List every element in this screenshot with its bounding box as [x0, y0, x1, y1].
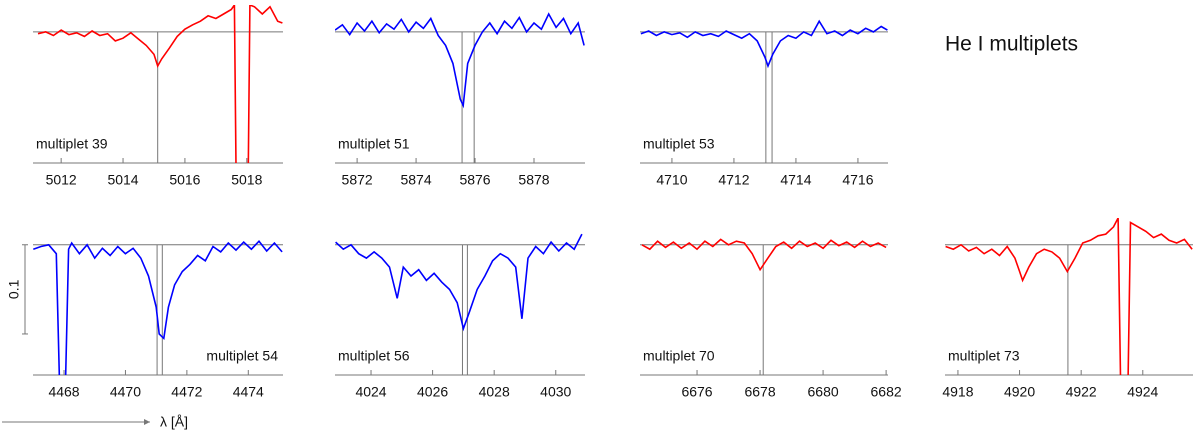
x-tick-label: 4474 [233, 384, 264, 400]
panel-label: multiplet 39 [36, 136, 108, 152]
x-tick-label: 4024 [355, 384, 386, 400]
panel: 4024 4026 4028 4030 multiplet 56 [335, 233, 585, 400]
x-tick-label: 4710 [656, 172, 687, 188]
x-tick-label: 5016 [169, 172, 200, 188]
spectrum-line [640, 19, 888, 69]
x-tick-label: 4468 [48, 384, 79, 400]
panel: 5872 5874 5876 5878 multiplet 51 [335, 12, 585, 188]
panel-label: multiplet 54 [206, 348, 278, 364]
x-tick-label: 4922 [1066, 384, 1097, 400]
spectrum-line [335, 12, 585, 109]
x-tick-label: 6680 [808, 384, 839, 400]
panel-label: multiplet 51 [338, 136, 410, 152]
x-tick-label: 4716 [842, 172, 873, 188]
panel: 6676 6678 6680 6682 multiplet 70 [640, 238, 902, 400]
x-tick-label: 5872 [342, 172, 373, 188]
x-tick-label: 4472 [171, 384, 202, 400]
x-tick-label: 4918 [942, 384, 973, 400]
panel: 5012 5014 5016 5018 multiplet 39 [33, 5, 283, 188]
x-tick-label: 4028 [479, 384, 510, 400]
x-tick-label: 5014 [107, 172, 138, 188]
spectrum-line [945, 218, 1193, 375]
x-tick-label: 5878 [518, 172, 549, 188]
x-tick-label: 4470 [110, 384, 141, 400]
x-tick-label: 4030 [540, 384, 571, 400]
x-tick-label: 4924 [1127, 384, 1158, 400]
spectrum-line [33, 239, 283, 375]
panel: 4710 4712 4714 4716 multiplet 53 [640, 19, 888, 188]
x-arrow-head [144, 419, 150, 425]
panel-label: multiplet 53 [643, 136, 715, 152]
panel-label: multiplet 73 [948, 348, 1020, 364]
x-axis-label: λ [Å] [160, 414, 188, 430]
figure-title: He I multiplets [945, 33, 1078, 56]
panel: 4468 4470 4472 4474 multiplet 54 0.1 [6, 239, 283, 400]
scale-bar-label: 0.1 [6, 279, 22, 299]
x-tick-label: 4920 [1004, 384, 1035, 400]
x-tick-label: 4712 [718, 172, 749, 188]
x-tick-label: 5012 [46, 172, 77, 188]
spectrum-line [37, 5, 283, 163]
panel-label: multiplet 56 [338, 348, 410, 364]
panel-label: multiplet 70 [643, 348, 715, 364]
x-tick-label: 6682 [871, 384, 902, 400]
spectrum-line [641, 238, 887, 272]
x-tick-label: 6676 [681, 384, 712, 400]
x-tick-label: 4714 [780, 172, 811, 188]
x-tick-label: 4026 [417, 384, 448, 400]
spectrum-line [335, 233, 583, 332]
x-tick-label: 5018 [231, 172, 262, 188]
panel: 4918 4920 4922 4924 multiplet 73 [942, 218, 1193, 400]
x-tick-label: 5876 [459, 172, 490, 188]
x-tick-label: 5874 [400, 172, 431, 188]
x-tick-label: 6678 [744, 384, 775, 400]
